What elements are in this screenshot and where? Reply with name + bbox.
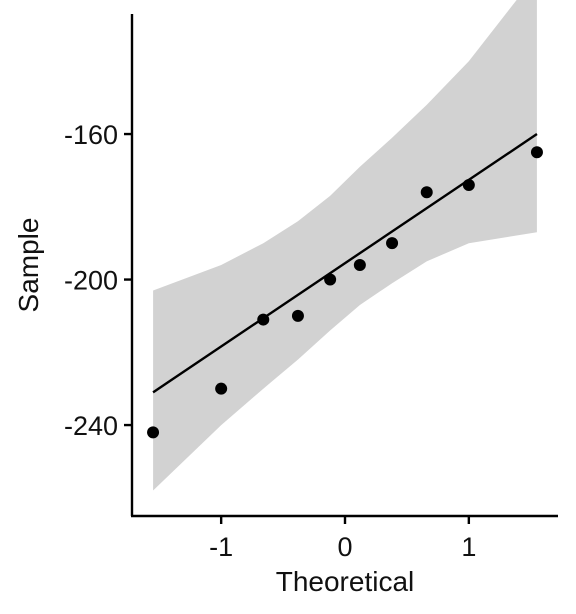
x-axis-title: Theoretical bbox=[276, 566, 415, 597]
data-point bbox=[530, 146, 543, 159]
y-axis-title: Sample bbox=[13, 218, 44, 313]
y-ticks: -160 -200 -240 bbox=[64, 120, 132, 441]
y-tick-label: -160 bbox=[64, 120, 118, 150]
data-point bbox=[215, 382, 228, 395]
data-point bbox=[147, 426, 160, 439]
y-tick-label: -240 bbox=[64, 411, 118, 441]
data-point bbox=[462, 178, 475, 191]
x-tick-label: 1 bbox=[461, 532, 476, 562]
confidence-band bbox=[153, 0, 537, 491]
y-tick-label: -200 bbox=[64, 266, 118, 296]
points-group bbox=[147, 146, 543, 439]
x-tick-label: 0 bbox=[337, 532, 352, 562]
data-point bbox=[386, 237, 399, 250]
x-ticks: -1 0 1 bbox=[209, 516, 476, 562]
reference-line bbox=[152, 133, 538, 394]
data-point bbox=[420, 186, 433, 199]
data-point bbox=[257, 313, 270, 326]
x-tick-label: -1 bbox=[209, 532, 233, 562]
data-point bbox=[324, 273, 337, 286]
data-point bbox=[291, 309, 304, 322]
data-point bbox=[353, 259, 366, 271]
